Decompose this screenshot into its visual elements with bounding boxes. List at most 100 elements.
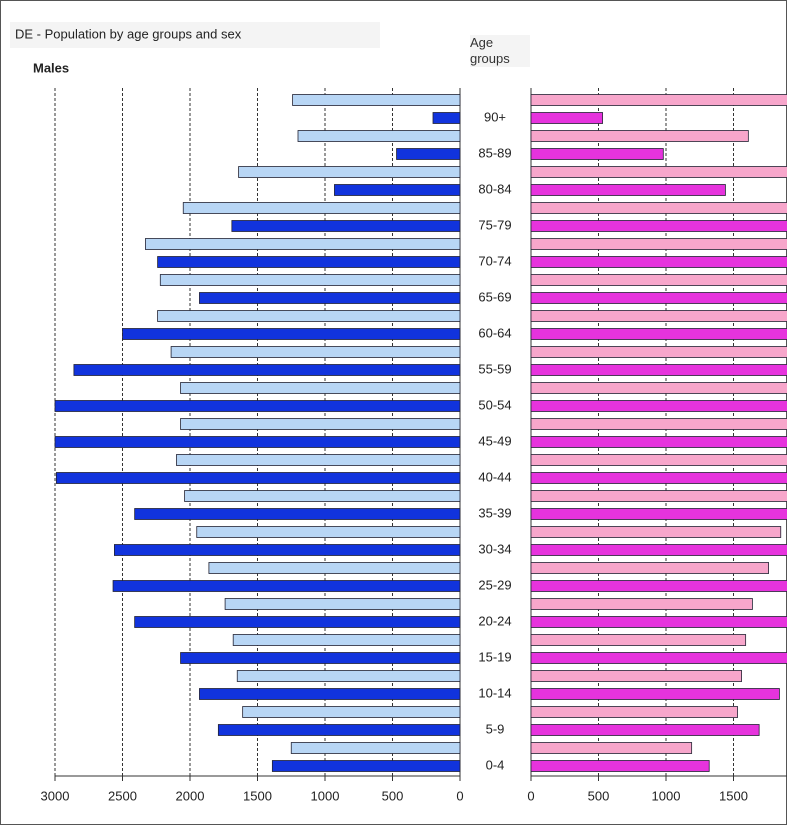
category-label: 80-84	[478, 181, 511, 196]
bar	[530, 382, 787, 394]
x-tick-label: 0	[527, 788, 534, 803]
category-label: 30-34	[478, 541, 511, 556]
bar	[217, 724, 461, 736]
bar	[122, 328, 461, 340]
bar	[530, 292, 787, 304]
bar	[530, 274, 787, 286]
category-label: 65-69	[478, 289, 511, 304]
bar	[530, 400, 787, 412]
bar	[55, 472, 461, 484]
bar	[530, 220, 787, 232]
bar	[530, 688, 780, 700]
bar	[232, 634, 461, 646]
bar	[530, 598, 753, 610]
category-axis-title: Age groups	[470, 35, 530, 67]
bar	[134, 508, 461, 520]
bar	[170, 346, 461, 358]
bar	[180, 652, 461, 664]
bar	[238, 166, 461, 178]
bar	[432, 112, 461, 124]
bar	[224, 598, 461, 610]
bar	[231, 220, 461, 232]
bar	[530, 742, 693, 754]
bar	[297, 130, 461, 142]
bar	[145, 238, 461, 250]
category-label: 90+	[484, 109, 506, 124]
x-tick-label: 2500	[108, 788, 137, 803]
category-label: 0-4	[486, 757, 505, 772]
bar	[530, 544, 787, 556]
bar	[159, 274, 461, 286]
bar	[530, 130, 749, 142]
category-label: 75-79	[478, 217, 511, 232]
category-label: 70-74	[478, 253, 511, 268]
bar	[530, 436, 787, 448]
bar	[530, 472, 787, 484]
category-label: 55-59	[478, 361, 511, 376]
bar	[180, 382, 461, 394]
bar	[271, 760, 461, 772]
bar	[334, 184, 461, 196]
subtitle: Males	[33, 60, 69, 75]
bar	[157, 256, 461, 268]
x-tick-label: 500	[382, 788, 404, 803]
bar	[530, 166, 787, 178]
bar	[530, 454, 787, 466]
bar	[182, 202, 461, 214]
bar	[208, 562, 461, 574]
title-box	[10, 22, 380, 48]
category-label: 35-39	[478, 505, 511, 520]
bar	[236, 670, 461, 682]
bar	[134, 616, 461, 628]
category-label: 60-64	[478, 325, 511, 340]
bar	[530, 706, 738, 718]
bar	[530, 418, 787, 430]
bar	[54, 436, 461, 448]
bar	[530, 562, 770, 574]
bar	[112, 580, 461, 592]
category-label: 85-89	[478, 145, 511, 160]
bar	[114, 544, 461, 556]
category-label: 25-29	[478, 577, 511, 592]
bar	[530, 490, 787, 502]
category-label: 10-14	[478, 685, 511, 700]
bar	[530, 238, 787, 250]
bar	[530, 364, 787, 376]
category-label: 5-9	[486, 721, 505, 736]
bar	[530, 760, 710, 772]
bar	[530, 508, 787, 520]
bar	[292, 94, 461, 106]
bar	[530, 634, 747, 646]
x-tick-label: 1500	[719, 788, 748, 803]
x-tick-label: 1500	[243, 788, 272, 803]
x-tick-label: 2000	[176, 788, 205, 803]
bar	[73, 364, 461, 376]
bar	[530, 94, 787, 106]
category-label: 50-54	[478, 397, 511, 412]
bar	[157, 310, 461, 322]
bar	[176, 454, 461, 466]
bar	[530, 526, 782, 538]
bar	[530, 256, 787, 268]
x-tick-label: 0	[456, 788, 463, 803]
bar	[396, 148, 461, 160]
bar	[530, 670, 743, 682]
bar	[530, 724, 760, 736]
bar	[530, 328, 787, 340]
bar	[530, 310, 787, 322]
x-tick-label: 1000	[311, 788, 340, 803]
bar	[196, 526, 461, 538]
bar	[199, 688, 461, 700]
x-tick-label: 500	[588, 788, 610, 803]
category-label: 15-19	[478, 649, 511, 664]
bar	[242, 706, 461, 718]
bar	[530, 148, 664, 160]
bar	[530, 202, 787, 214]
bar	[530, 580, 787, 592]
bar	[199, 292, 461, 304]
category-label: 40-44	[478, 469, 511, 484]
x-tick-label: 1000	[652, 788, 681, 803]
bar	[530, 346, 787, 358]
